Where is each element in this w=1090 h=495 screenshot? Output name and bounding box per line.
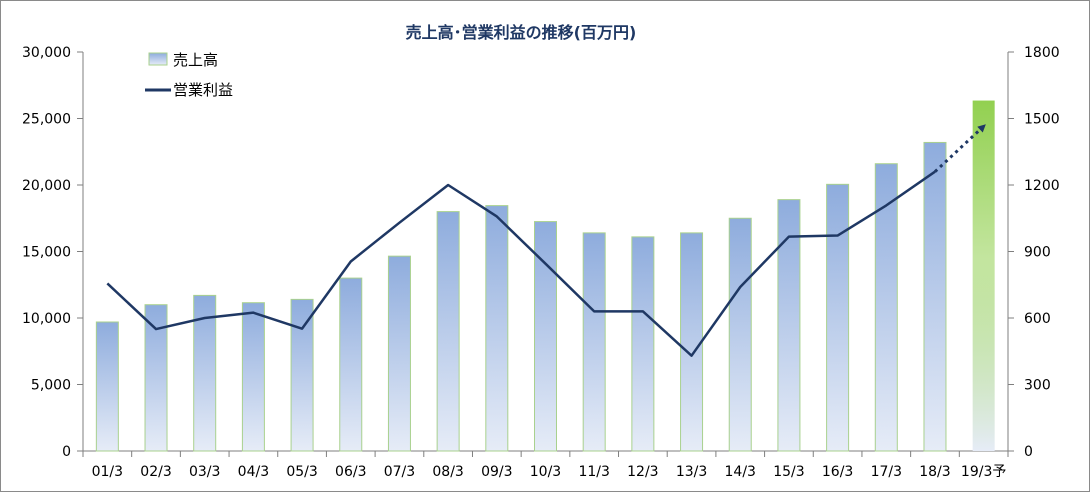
sales-bar bbox=[144, 304, 168, 452]
sales-bar bbox=[923, 141, 947, 452]
sales-bar bbox=[193, 294, 217, 452]
x-tick-label: 06/3 bbox=[335, 464, 366, 480]
sales-bar bbox=[436, 211, 460, 452]
sales-bar bbox=[680, 232, 704, 452]
x-tick-label: 15/3 bbox=[773, 464, 804, 480]
x-tick-label: 12/3 bbox=[627, 464, 658, 480]
sales-bar-forecast bbox=[972, 100, 995, 452]
x-tick-label: 08/3 bbox=[432, 464, 463, 480]
y-right-tick-label: 300 bbox=[1024, 378, 1051, 394]
sales-bar bbox=[534, 221, 557, 452]
y-right-tick-label: 600 bbox=[1024, 311, 1051, 327]
y-right-tick-label: 1500 bbox=[1024, 112, 1060, 128]
sales-bar bbox=[387, 255, 411, 452]
x-tick-label: 17/3 bbox=[871, 464, 902, 480]
legend: 売上高 営業利益 bbox=[145, 51, 233, 99]
y-left-tick-label: 10,000 bbox=[22, 311, 71, 327]
x-tick-label: 05/3 bbox=[286, 464, 317, 480]
x-tick-label: 16/3 bbox=[822, 464, 853, 480]
x-tick-label: 19/3予 bbox=[961, 464, 1006, 480]
y-right-tick-label: 1200 bbox=[1024, 178, 1060, 194]
sales-bar bbox=[826, 183, 850, 452]
x-tick-label: 11/3 bbox=[578, 464, 609, 480]
x-tick-label: 02/3 bbox=[140, 464, 171, 480]
sales-bar bbox=[728, 217, 752, 452]
y-left-tick-label: 15,000 bbox=[22, 245, 71, 261]
legend-sales-label: 売上高 bbox=[173, 51, 218, 69]
x-tick-label: 01/3 bbox=[92, 464, 123, 480]
sales-bar bbox=[777, 199, 801, 452]
x-tick-label: 09/3 bbox=[481, 464, 512, 480]
y-left-tick-label: 20,000 bbox=[22, 178, 71, 194]
sales-bar bbox=[241, 302, 265, 452]
y-left-tick-label: 0 bbox=[62, 444, 71, 460]
y-right-tick-label: 1800 bbox=[1024, 45, 1060, 61]
axes: 0 5,000 10,000 15,000 20,000 25,000 30,000 0 300… bbox=[22, 45, 1060, 480]
chart-title: 売上高･営業利益の推移(百万円) bbox=[406, 23, 637, 42]
sales-bar bbox=[95, 321, 119, 452]
sales-bar bbox=[339, 277, 363, 452]
legend-sales-swatch bbox=[148, 52, 168, 66]
x-tick-label: 13/3 bbox=[676, 464, 707, 480]
sales-bar bbox=[631, 236, 655, 452]
y-left-tick-label: 30,000 bbox=[22, 45, 71, 61]
sales-bar bbox=[582, 232, 606, 452]
x-tick-label: 07/3 bbox=[384, 464, 415, 480]
x-tick-label: 14/3 bbox=[725, 464, 756, 480]
legend-profit-label: 営業利益 bbox=[173, 81, 233, 99]
y-left-tick-label: 25,000 bbox=[22, 112, 71, 128]
y-left-tick-label: 5,000 bbox=[31, 378, 71, 394]
x-tick-label: 10/3 bbox=[530, 464, 561, 480]
y-right-tick-label: 900 bbox=[1024, 245, 1051, 261]
sales-bar bbox=[485, 205, 509, 452]
x-tick-label: 03/3 bbox=[189, 464, 220, 480]
sales-bars bbox=[95, 100, 995, 452]
profit-line-path bbox=[106, 170, 936, 357]
sales-bar bbox=[290, 298, 314, 452]
x-tick-label: 04/3 bbox=[238, 464, 269, 480]
x-tick-label: 18/3 bbox=[919, 464, 950, 480]
profit-line bbox=[106, 124, 986, 357]
y-right-tick-label: 0 bbox=[1024, 444, 1033, 460]
sales-bar bbox=[874, 163, 898, 452]
